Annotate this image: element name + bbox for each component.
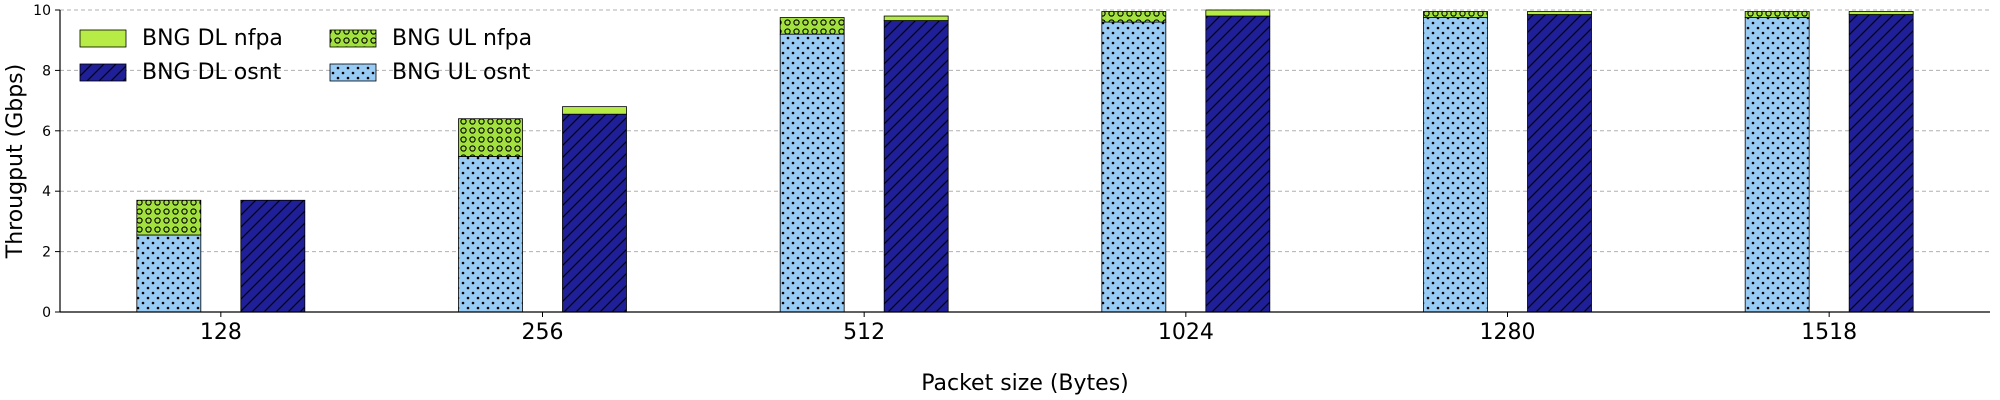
- y-tick-label: 2: [42, 245, 51, 261]
- axes: [59, 10, 1990, 313]
- y-tick-label: 8: [42, 63, 51, 79]
- bar-bng-ul-osnt-1280: [1423, 17, 1488, 313]
- legend-swatch: [329, 63, 377, 82]
- legend-swatch: [79, 63, 127, 82]
- bar-bng-ul-osnt-1024: [1101, 21, 1167, 313]
- legend-swatch: [329, 29, 377, 48]
- bar-bng-dl-nfpa-1518: [1848, 11, 1914, 15]
- x-ticks: 128 256 512 1024 1280 1518: [200, 312, 1857, 345]
- bar-bng-ul-osnt-512: [779, 33, 845, 313]
- bar-bng-dl-nfpa-1280: [1527, 11, 1592, 15]
- y-tick-label: 10: [33, 3, 51, 19]
- x-tick-label: 512: [843, 320, 885, 345]
- y-tick-label: 4: [42, 184, 51, 200]
- legend-label: BNG DL nfpa: [142, 26, 283, 51]
- bar-bng-dl-nfpa-512: [883, 15, 949, 21]
- legend-label: BNG DL osnt: [142, 60, 282, 85]
- bar-bng-dl-nfpa-1024: [1205, 9, 1271, 17]
- bar-bng-dl-osnt-256: [562, 113, 627, 313]
- x-tick-label: 1024: [1158, 320, 1214, 345]
- y-tick-label: 6: [42, 124, 51, 140]
- legend-label: BNG UL osnt: [392, 60, 531, 85]
- y-ticks: 0 2 4 6 8 10: [33, 3, 60, 321]
- bars: [136, 9, 1914, 313]
- y-axis-label: Througput (Gbps): [3, 64, 28, 259]
- bar-bng-dl-osnt-512: [883, 20, 949, 313]
- x-tick-label: 128: [200, 320, 242, 345]
- bar-bng-ul-osnt-256: [458, 156, 523, 313]
- bar-bng-ul-osnt-128: [136, 234, 202, 313]
- bar-bng-dl-osnt-1280: [1527, 14, 1592, 313]
- bar-bng-ul-nfpa-256: [458, 118, 523, 157]
- x-tick-label: 1280: [1480, 320, 1536, 345]
- legend-swatch: [79, 29, 127, 48]
- bar-bng-dl-nfpa-256: [562, 106, 627, 115]
- bar-bng-dl-osnt-128: [240, 199, 306, 313]
- bar-bng-ul-osnt-1518: [1744, 17, 1810, 313]
- x-tick-label: 256: [522, 320, 564, 345]
- x-axis-label: Packet size (Bytes): [921, 371, 1129, 396]
- x-tick-label: 1518: [1801, 320, 1857, 345]
- bar-bng-dl-osnt-1024: [1205, 15, 1271, 313]
- legend: BNG DL nfpa BNG DL osnt BNG UL nfpa BNG UL …: [79, 26, 532, 85]
- legend-label: BNG UL nfpa: [392, 26, 532, 51]
- bar-bng-ul-nfpa-512: [779, 17, 845, 35]
- y-tick-label: 0: [42, 305, 51, 321]
- bar-bng-ul-nfpa-1280: [1423, 11, 1488, 18]
- bar-bng-dl-osnt-1518: [1848, 14, 1914, 313]
- bar-bng-ul-nfpa-1518: [1744, 11, 1810, 18]
- bar-bng-ul-nfpa-128: [136, 199, 202, 236]
- bar-bng-ul-nfpa-1024: [1101, 11, 1167, 23]
